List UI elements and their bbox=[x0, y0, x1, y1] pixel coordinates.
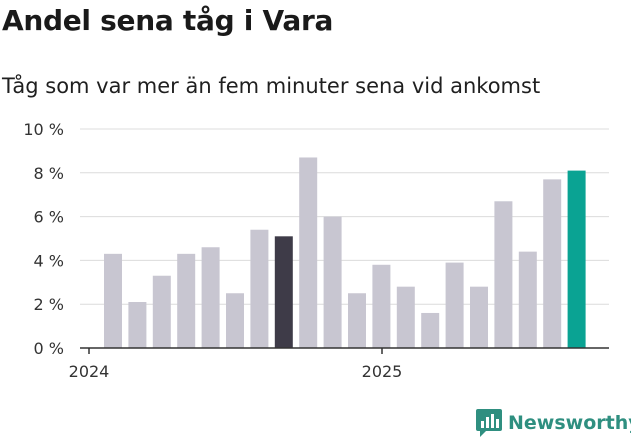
y-tick-label: 4 % bbox=[34, 251, 64, 270]
bar bbox=[567, 170, 586, 348]
bar bbox=[323, 216, 342, 348]
chart-subtitle: Tåg som var mer än fem minuter sena vid … bbox=[2, 74, 541, 98]
x-axis: 2024 2025 bbox=[69, 347, 609, 381]
bar bbox=[177, 253, 196, 348]
bar bbox=[226, 293, 244, 348]
bar bbox=[518, 251, 537, 348]
bar bbox=[128, 302, 147, 348]
bar bbox=[543, 179, 562, 348]
bar bbox=[396, 286, 415, 348]
bar bbox=[470, 286, 488, 348]
x-tick-label: 2025 bbox=[362, 362, 403, 381]
y-axis-labels: 0 % 2 % 4 % 6 % 8 % 10 % bbox=[23, 120, 64, 358]
bar bbox=[152, 275, 171, 348]
y-tick-label: 2 % bbox=[34, 295, 64, 314]
bar bbox=[494, 201, 513, 348]
bar bbox=[421, 312, 440, 348]
bar bbox=[201, 247, 220, 348]
bar bbox=[274, 236, 293, 348]
y-tick-label: 10 % bbox=[23, 120, 64, 139]
bar bbox=[372, 264, 391, 348]
bar bbox=[299, 157, 318, 348]
bars bbox=[104, 157, 586, 348]
brand-name: Newsworthy bbox=[508, 412, 631, 434]
x-tick-label: 2024 bbox=[69, 362, 110, 381]
chart-title: Andel sena tåg i Vara bbox=[2, 4, 334, 37]
bar bbox=[104, 253, 122, 348]
newsworthy-logo-icon bbox=[476, 409, 502, 437]
bar bbox=[348, 293, 366, 348]
y-tick-label: 6 % bbox=[34, 208, 64, 227]
bar bbox=[445, 262, 464, 348]
newsworthy-brand: Newsworthy bbox=[476, 409, 631, 437]
bar bbox=[250, 229, 269, 348]
y-tick-label: 8 % bbox=[34, 164, 64, 183]
y-tick-label: 0 % bbox=[34, 339, 64, 358]
